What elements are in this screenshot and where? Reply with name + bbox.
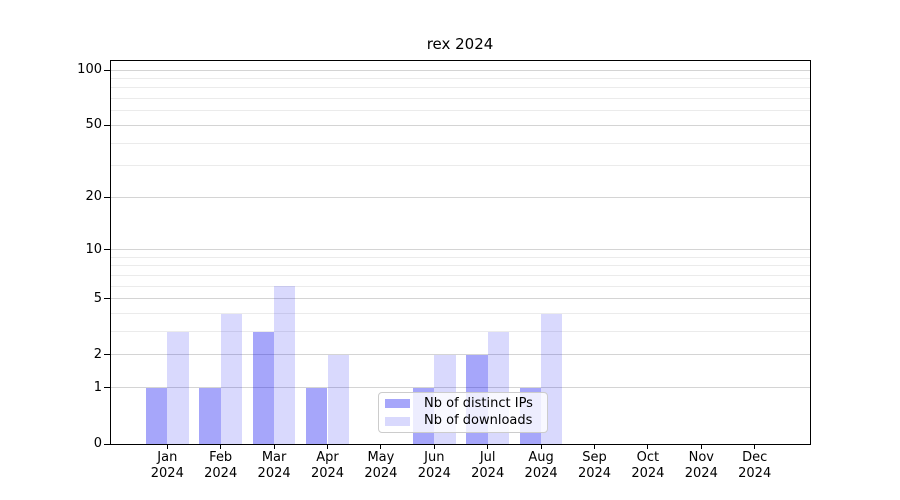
- x-tick-label-year: 2024: [577, 466, 612, 481]
- axis-spine-bottom: [110, 444, 811, 445]
- x-tick-mark: [327, 444, 328, 449]
- gridline-minor: [110, 142, 810, 144]
- x-tick-label-year: 2024: [471, 466, 505, 481]
- bar-distinct-ips-feb: [199, 387, 221, 444]
- chart-title: rex 2024: [426, 35, 494, 53]
- gridline-minor: [110, 77, 810, 79]
- y-tick-mark: [104, 298, 110, 300]
- gridline-major: [110, 124, 810, 126]
- y-tick-label: 50: [85, 117, 102, 133]
- gridline-major: [110, 387, 810, 389]
- bar-downloads-apr: [327, 354, 349, 444]
- y-tick-mark: [104, 387, 110, 389]
- gridline-minor: [110, 87, 810, 89]
- y-tick-mark: [104, 69, 110, 71]
- x-tick-label: May 2024: [351, 450, 411, 482]
- x-tick-label: Mar 2024: [244, 450, 304, 482]
- x-tick-label-year: 2024: [684, 466, 718, 481]
- x-tick-label: Jun 2024: [404, 450, 464, 482]
- y-tick-label: 100: [77, 62, 102, 77]
- gridline-minor: [110, 165, 810, 167]
- x-tick-label-year: 2024: [631, 466, 665, 481]
- legend-item-downloads: Nb of downloads: [379, 413, 547, 431]
- legend: Nb of distinct IPs Nb of downloads: [378, 392, 548, 433]
- bar-downloads-jan: [167, 331, 189, 444]
- gridline-minor: [110, 256, 810, 258]
- y-tick-label: 2: [93, 346, 102, 362]
- y-tick-label: 5: [93, 290, 102, 306]
- x-tick-mark: [487, 444, 489, 449]
- y-tick-mark: [104, 196, 110, 198]
- gridline-minor: [110, 331, 810, 333]
- x-tick-mark: [433, 444, 435, 449]
- x-tick-label: Apr 2024: [298, 450, 358, 482]
- x-tick-label-year: 2024: [257, 466, 291, 481]
- y-tick-label: 1: [93, 379, 102, 395]
- x-tick-label-year: 2024: [738, 466, 772, 481]
- bar-distinct-ips-jan: [145, 387, 168, 444]
- bar-downloads-feb: [220, 313, 243, 444]
- x-tick-label-year: 2024: [204, 466, 238, 481]
- x-tick-mark: [647, 444, 649, 449]
- x-tick-label: Oct 2024: [618, 450, 678, 482]
- x-tick-label-year: 2024: [364, 466, 398, 481]
- x-tick-label: Feb 2024: [191, 450, 251, 482]
- legend-label-distinct-ips: Nb of distinct IPs: [424, 395, 533, 411]
- x-tick-mark: [273, 444, 275, 449]
- gridline-minor: [110, 274, 810, 276]
- x-tick-mark: [700, 444, 702, 449]
- axis-spine-left: [110, 60, 111, 445]
- x-tick-label-year: 2024: [524, 466, 558, 481]
- x-tick-mark: [594, 444, 595, 449]
- x-tick-label: Dec 2024: [725, 450, 785, 482]
- legend-label-downloads: Nb of downloads: [424, 413, 533, 429]
- legend-item-distinct-ips: Nb of distinct IPs: [379, 395, 547, 413]
- y-tick-mark: [104, 354, 110, 356]
- gridline-minor: [110, 265, 810, 267]
- x-tick-label-year: 2024: [150, 466, 184, 481]
- x-tick-mark: [540, 444, 542, 449]
- y-tick-mark: [104, 124, 110, 126]
- y-tick-mark: [104, 249, 110, 251]
- plot-area: [110, 60, 810, 444]
- x-tick-mark: [220, 444, 222, 449]
- x-tick-label: Aug 2024: [511, 450, 571, 482]
- gridline-minor: [110, 285, 810, 287]
- y-tick-label: 0: [93, 436, 102, 451]
- gridline-minor: [110, 98, 810, 100]
- x-tick-label-year: 2024: [417, 466, 451, 481]
- gridline-major: [110, 69, 810, 71]
- gridline-major: [110, 196, 810, 198]
- x-tick-label: Nov 2024: [671, 450, 731, 482]
- y-tick-label: 10: [85, 241, 102, 257]
- gridline-major: [110, 249, 810, 251]
- x-tick-label: Jan 2024: [137, 450, 197, 482]
- x-tick-mark: [380, 444, 382, 449]
- x-tick-mark: [166, 444, 168, 449]
- gridline-major: [110, 298, 810, 300]
- x-tick-label-year: 2024: [310, 466, 345, 481]
- axis-spine-top: [110, 60, 811, 61]
- y-tick-label: 20: [85, 189, 102, 205]
- legend-swatch-distinct-ips: [385, 399, 410, 409]
- x-tick-label: Sep 2024: [565, 450, 625, 482]
- x-tick-label: Jul 2024: [458, 450, 518, 482]
- bar-distinct-ips-apr: [306, 387, 328, 444]
- bar-distinct-ips-mar: [252, 331, 275, 444]
- y-tick-mark: [104, 443, 110, 445]
- gridline-minor: [110, 313, 810, 315]
- axis-spine-right: [810, 60, 811, 445]
- x-tick-mark: [754, 444, 756, 449]
- bar-downloads-mar: [274, 286, 296, 444]
- gridline-major: [110, 354, 810, 356]
- gridline-minor: [110, 110, 810, 112]
- legend-swatch-downloads: [385, 416, 410, 426]
